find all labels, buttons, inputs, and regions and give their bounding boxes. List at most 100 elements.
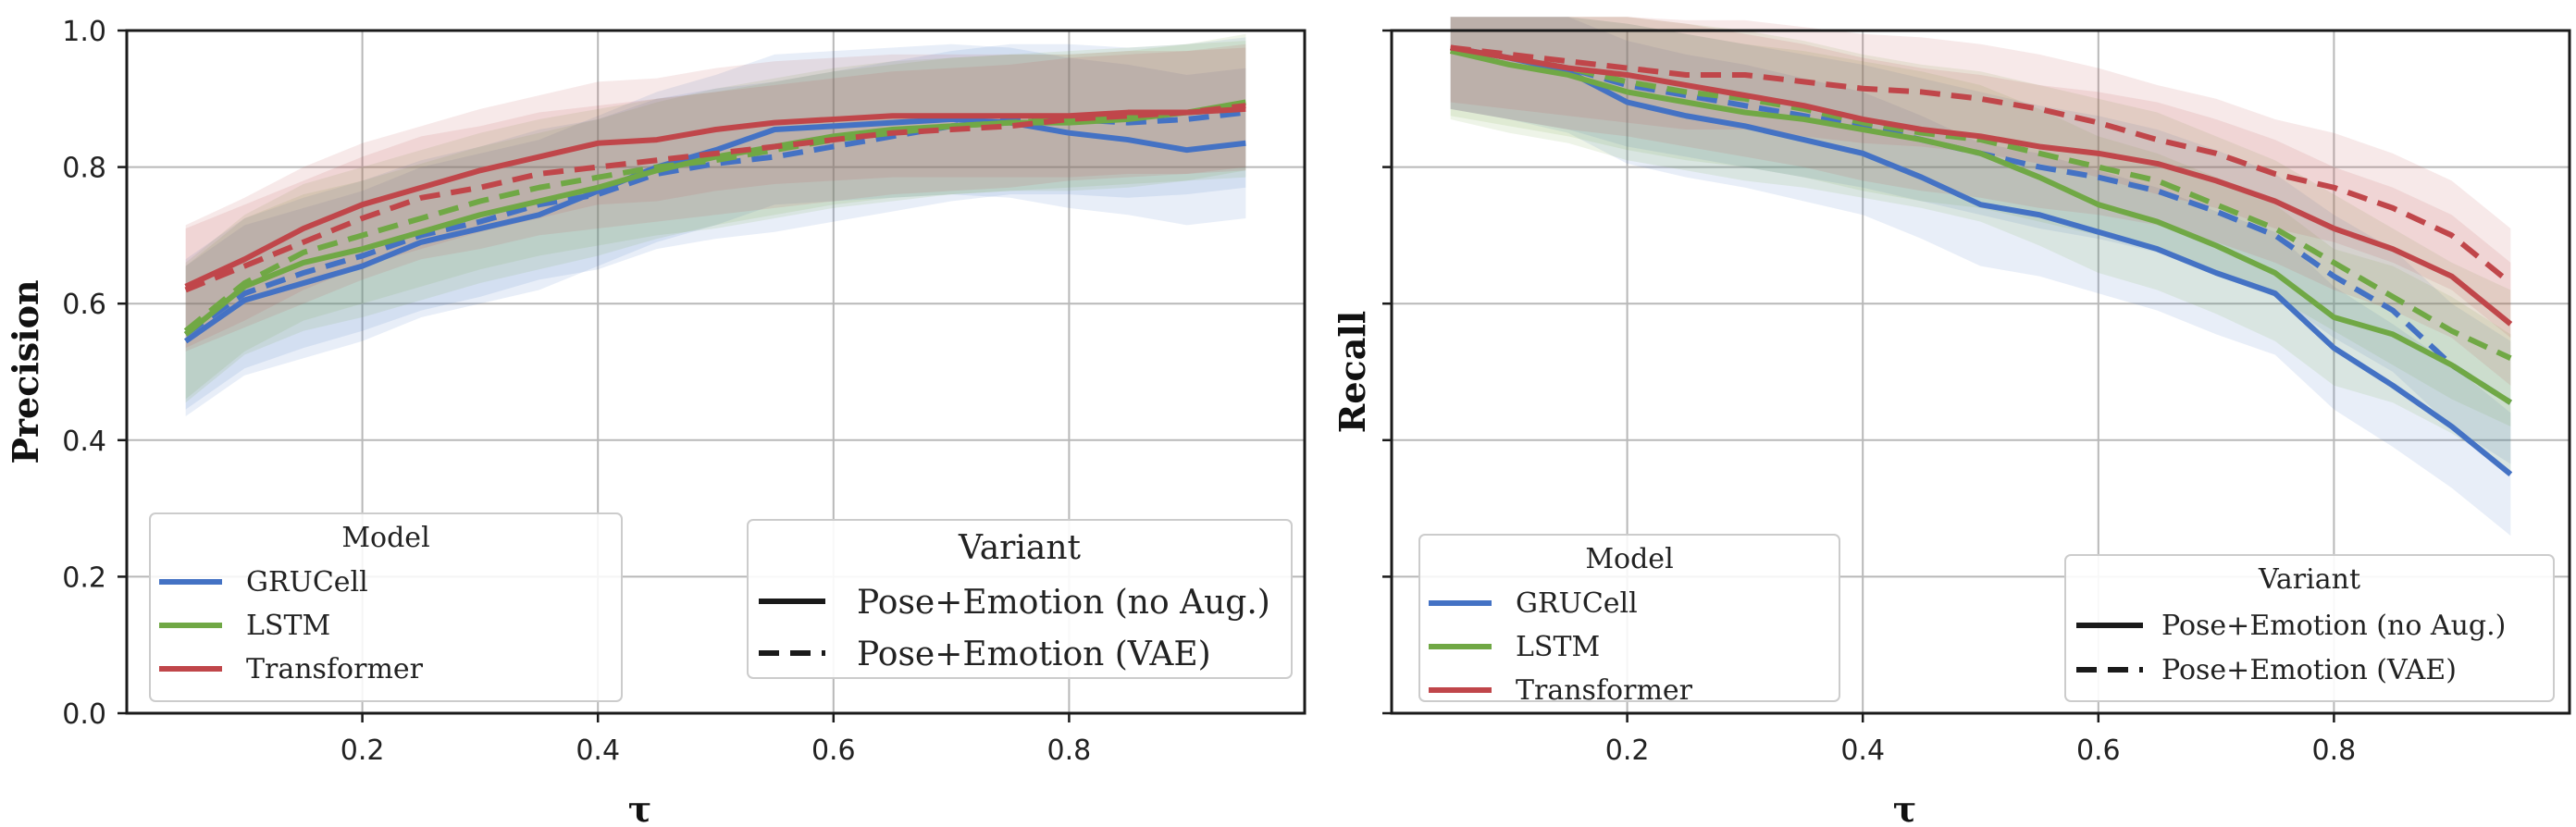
recall-line-transformer-noaug: [1450, 44, 2513, 327]
precision-point-grucell: [656, 173, 657, 174]
recall-legend-variant-label-noaug: Pose+Emotion (no Aug.): [2161, 610, 2506, 642]
recall-point-transformer: [2157, 163, 2158, 164]
precision-legend-variant-label-noaug: Pose+Emotion (no Aug.): [857, 584, 1270, 622]
precision-point-transformer: [1128, 116, 1129, 117]
recall-point-grucell: [2157, 249, 2158, 250]
recall-point-lstm: [1980, 140, 1981, 141]
precision-legend-variant-label-vae: Pose+Emotion (VAE): [857, 636, 1211, 673]
precision-point-grucell: [421, 235, 422, 236]
precision-point-grucell: [774, 156, 775, 157]
recall-point-transformer: [2039, 108, 2040, 109]
precision-point-transformer: [951, 116, 952, 117]
recall-point-transformer: [2098, 153, 2099, 154]
precision-line-grucell-noaug: [183, 116, 1246, 344]
recall-point-grucell: [2216, 272, 2217, 273]
recall-point-lstm: [2157, 221, 2158, 222]
recall-point-transformer: [1567, 61, 1568, 62]
precision-panel: 0.2 0.4 0.6 0.8 0.0 0.2 0.4 0.6 0.8 1.0 Precision τ…: [5, 16, 1307, 827]
recall-point-grucell: [2098, 231, 2099, 232]
recall-point-grucell: [1686, 116, 1687, 117]
recall-legend-variant-label-vae: Pose+Emotion (VAE): [2161, 654, 2457, 686]
precision-point-grucell: [892, 136, 893, 137]
precision-point-transformer: [774, 146, 775, 147]
precision-point-transformer: [479, 187, 480, 188]
precision-line-transformer-noaug: [184, 105, 1246, 290]
recall-point-transformer: [2098, 122, 2099, 123]
recall-point-lstm: [2510, 402, 2511, 403]
recall-point-transformer: [1450, 47, 1451, 48]
recall-point-lstm: [1627, 92, 1628, 93]
recall-point-transformer: [2393, 249, 2394, 250]
recall-point-lstm: [1450, 51, 1451, 52]
precision-point-lstm: [715, 156, 716, 157]
precision-point-transformer: [1186, 112, 1187, 113]
recall-point-grucell: [2510, 474, 2511, 475]
precision-point-lstm: [1069, 122, 1070, 123]
precision-point-transformer: [1128, 112, 1129, 113]
precision-point-grucell: [1186, 150, 1187, 151]
precision-point-lstm: [1245, 102, 1246, 103]
precision-point-lstm: [656, 170, 657, 171]
precision-point-grucell: [421, 241, 422, 242]
precision-point-lstm: [1009, 122, 1010, 123]
recall-point-grucell: [1627, 102, 1628, 103]
recall-legend-variant: Variant Pose+Emotion (no Aug.) Pose+Emotio…: [2064, 554, 2555, 702]
precision-point-transformer: [774, 122, 775, 123]
recall-point-lstm: [1744, 112, 1745, 113]
precision-point-grucell: [185, 340, 186, 341]
recall-point-grucell: [1567, 71, 1568, 72]
precision-point-lstm: [421, 217, 422, 218]
recall-point-grucell: [2393, 385, 2394, 386]
recall-point-lstm: [1509, 64, 1510, 65]
recall-point-grucell: [1863, 153, 1864, 154]
recall-point-grucell: [1744, 126, 1745, 127]
precision-x-tick-label: 0.8: [1047, 734, 1092, 767]
precision-y-tick-label: 0.8: [62, 153, 106, 185]
precision-legend-variant: Variant Pose+Emotion (no Aug.) Pose+Emotio…: [747, 519, 1293, 679]
recall-frame: [1390, 29, 2571, 715]
precision-point-transformer: [833, 140, 834, 141]
precision-legend-label-grucell: GRUCell: [246, 566, 368, 599]
recall-point-transformer: [1509, 54, 1510, 55]
recall-point-transformer: [1509, 57, 1510, 58]
precision-point-transformer: [1069, 118, 1070, 119]
recall-point-transformer: [1803, 105, 1804, 106]
precision-point-grucell: [951, 118, 952, 119]
recall-point-lstm: [1921, 140, 1922, 141]
recall-point-lstm: [2039, 153, 2040, 154]
precision-point-transformer: [656, 160, 657, 161]
precision-point-transformer: [1245, 108, 1246, 109]
recall-point-grucell: [2039, 215, 2040, 216]
recall-legend-model-box: [1418, 534, 1840, 702]
recall-x-tick-label: 0.4: [1840, 734, 1885, 767]
recall-point-transformer: [2216, 180, 2217, 181]
recall-point-lstm: [2274, 228, 2275, 229]
recall-point-transformer: [2510, 283, 2511, 284]
recall-point-transformer: [2216, 153, 2217, 154]
precision-point-lstm: [185, 334, 186, 335]
precision-point-grucell: [1069, 132, 1070, 133]
recall-point-lstm: [2274, 272, 2275, 273]
recall-point-lstm: [2157, 180, 2158, 181]
precision-point-lstm: [1128, 118, 1129, 119]
recall-point-lstm: [1863, 122, 1864, 123]
recall-point-transformer: [1686, 74, 1687, 75]
precision-point-lstm: [362, 235, 363, 236]
precision-point-lstm: [244, 286, 245, 287]
precision-point-lstm: [362, 249, 363, 250]
precision-point-grucell: [1128, 122, 1129, 123]
precision-legend-model: Model GRUCell LSTM Transformer: [149, 512, 623, 702]
precision-point-grucell: [479, 228, 480, 229]
precision-point-grucell: [715, 150, 716, 151]
recall-point-transformer: [1863, 118, 1864, 119]
precision-point-transformer: [421, 197, 422, 198]
precision-point-lstm: [951, 126, 952, 127]
recall-point-grucell: [2393, 310, 2394, 311]
precision-x-tick-label: 0.2: [341, 734, 385, 767]
precision-point-transformer: [656, 140, 657, 141]
recall-x-axis-title: τ: [1893, 788, 1917, 827]
recall-x-tick-label: 0.6: [2076, 734, 2121, 767]
recall-point-transformer: [1686, 85, 1687, 86]
recall-legend-label-lstm: LSTM: [1516, 631, 1600, 663]
